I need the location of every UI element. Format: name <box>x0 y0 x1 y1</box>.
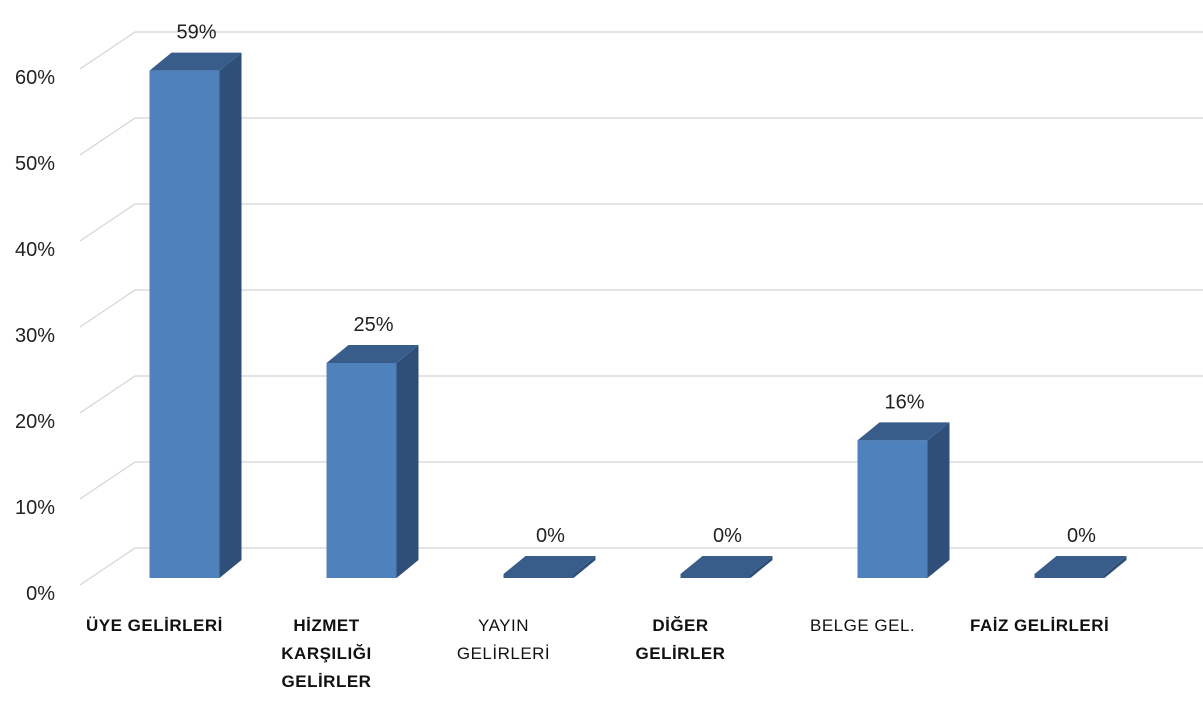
bar-front <box>680 574 751 578</box>
y-tick-label: 30% <box>15 325 55 347</box>
data-label: 0% <box>1067 525 1096 547</box>
data-label: 0% <box>536 525 565 547</box>
bar <box>326 345 419 578</box>
bar-side <box>573 556 596 578</box>
grid-line-side <box>79 31 136 70</box>
bar-side <box>219 52 242 579</box>
y-tick-label: 0% <box>26 583 55 605</box>
bar-top <box>149 52 242 71</box>
grid-line-side <box>79 289 136 328</box>
grid-line-side <box>79 203 136 242</box>
bar-front <box>149 70 220 578</box>
x-tick-label: YAYIN GELİRLERİ <box>456 616 551 663</box>
bar-top <box>857 422 950 441</box>
grid-line-side <box>79 547 136 586</box>
bar-side <box>1104 556 1127 578</box>
bar <box>857 422 950 578</box>
bar-top <box>326 345 419 363</box>
bar <box>680 556 773 578</box>
bar <box>503 556 596 578</box>
data-label: 0% <box>713 525 742 547</box>
x-tick-label: FAİZ GELİRLERİ <box>970 616 1110 635</box>
y-tick-label: 50% <box>15 153 55 175</box>
grid-line-side <box>79 461 136 500</box>
bar <box>1034 556 1127 578</box>
bar-side <box>750 556 773 578</box>
bar-top <box>680 556 773 574</box>
data-label: 16% <box>884 391 924 413</box>
x-tick-label: BELGE GEL. <box>810 616 916 635</box>
x-tick-label: DİĞER GELİRLER <box>635 616 726 663</box>
data-label: 25% <box>353 314 393 336</box>
data-label: 59% <box>176 22 216 44</box>
bar-front <box>1034 574 1105 578</box>
bar-top <box>503 556 596 574</box>
x-tick-label: HİZMET KARŞILIĞI GELİRLER <box>281 616 372 691</box>
grid-line-side <box>79 375 136 414</box>
bar-side <box>927 422 950 578</box>
y-tick-label: 20% <box>15 411 55 433</box>
bar-front <box>326 363 397 578</box>
bar-front <box>503 574 574 578</box>
bar <box>149 52 242 579</box>
x-tick-label: ÜYE GELİRLERİ <box>86 616 223 635</box>
y-tick-label: 10% <box>15 497 55 519</box>
grid-line-side <box>79 117 136 156</box>
bar-front <box>857 440 928 578</box>
y-tick-label: 40% <box>15 239 55 261</box>
y-tick-label: 60% <box>15 67 55 89</box>
bar-side <box>396 345 419 578</box>
bar-top <box>1034 556 1127 574</box>
